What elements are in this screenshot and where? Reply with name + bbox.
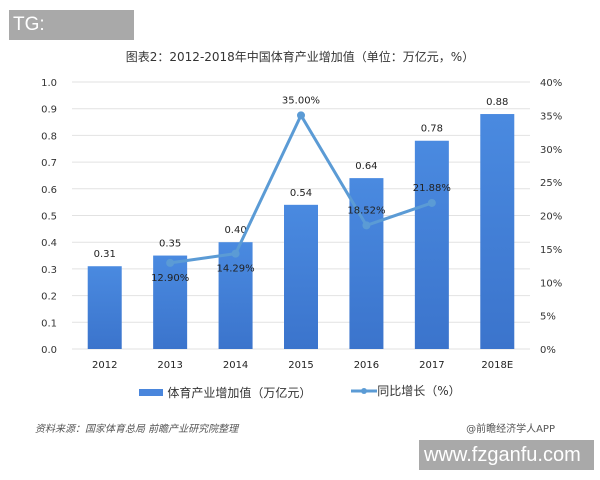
left-tick-label: 0.2 <box>41 292 57 303</box>
left-tick-label: 0.3 <box>41 265 57 276</box>
bar-label: 0.88 <box>486 97 508 108</box>
left-tick-label: 0.8 <box>41 131 57 142</box>
growth-point <box>231 249 240 258</box>
bar <box>480 114 515 349</box>
chart-plot: 0.0 0.1 0.2 0.3 0.4 0.5 0.6 0.7 0.8 0.9 1.0 0% 5% 10%… <box>41 78 562 371</box>
growth-label: 12.90% <box>151 273 189 284</box>
legend-label-bar: 体育产业增加值（万亿元） <box>167 385 312 400</box>
legend: 体育产业增加值（万亿元） 同比增长（%） <box>0 382 600 401</box>
category-label: 2017 <box>419 360 444 371</box>
left-tick-label: 0.6 <box>41 185 57 196</box>
bar-label: 0.54 <box>290 188 312 199</box>
watermark-bottom: www.fzganfu.com <box>419 440 594 470</box>
right-tick-label: 5% <box>540 312 556 323</box>
legend-label-line: 同比增长（%） <box>377 384 461 398</box>
bar <box>87 266 122 349</box>
left-tick-label: 0.1 <box>41 318 57 329</box>
growth-label: 18.52% <box>347 205 385 216</box>
legend-item-bar: 体育产业增加值（万亿元） <box>139 384 311 401</box>
bar <box>153 255 188 349</box>
right-tick-label: 25% <box>540 178 562 189</box>
growth-point <box>166 258 175 267</box>
bar-label: 0.78 <box>421 124 443 135</box>
growth-label: 14.29% <box>217 264 255 275</box>
category-label: 2012 <box>92 360 117 371</box>
growth-point <box>297 111 305 120</box>
category-label: 2018E <box>481 360 513 371</box>
left-tick-label: 0.0 <box>41 345 57 356</box>
right-tick-label: 30% <box>540 145 562 156</box>
right-tick-label: 35% <box>540 111 562 122</box>
right-tick-label: 40% <box>540 78 562 89</box>
right-tick-label: 10% <box>540 278 562 289</box>
bar-label: 0.31 <box>94 249 116 260</box>
growth-label: 21.88% <box>413 183 451 194</box>
bar-label: 0.35 <box>159 239 181 250</box>
left-tick-label: 0.9 <box>41 105 57 116</box>
bar-label: 0.40 <box>224 225 246 236</box>
legend-item-line: 同比增长（%） <box>351 382 461 399</box>
bar <box>218 242 253 349</box>
source-note: 资料来源：国家体育总局 前瞻产业研究院整理 <box>35 424 239 435</box>
right-tick-label: 15% <box>540 245 562 256</box>
growth-label: 35.00% <box>282 95 320 106</box>
bar <box>414 140 449 349</box>
right-tick-label: 0% <box>540 345 556 356</box>
left-tick-label: 1.0 <box>41 78 57 89</box>
credit: @前瞻经济学人APP <box>466 424 555 435</box>
category-label: 2014 <box>223 360 248 371</box>
watermark-top: TG: MYYJJPP <box>9 10 134 65</box>
left-tick-label: 0.4 <box>41 238 57 249</box>
legend-swatch-bar <box>139 388 164 396</box>
growth-point <box>362 221 371 230</box>
legend-swatch-line <box>351 387 378 394</box>
category-label: 2015 <box>288 360 313 371</box>
bar-label: 0.64 <box>355 161 377 172</box>
left-tick-label: 0.5 <box>41 212 57 223</box>
bar <box>284 204 318 349</box>
category-label: 2013 <box>157 360 182 371</box>
growth-point <box>427 198 436 207</box>
category-label: 2016 <box>354 360 379 371</box>
right-tick-label: 20% <box>540 212 562 223</box>
chart-title: 图表2：2012-2018年中国体育产业增加值（单位：万亿元，%） <box>125 50 475 64</box>
left-tick-label: 0.7 <box>41 158 57 169</box>
